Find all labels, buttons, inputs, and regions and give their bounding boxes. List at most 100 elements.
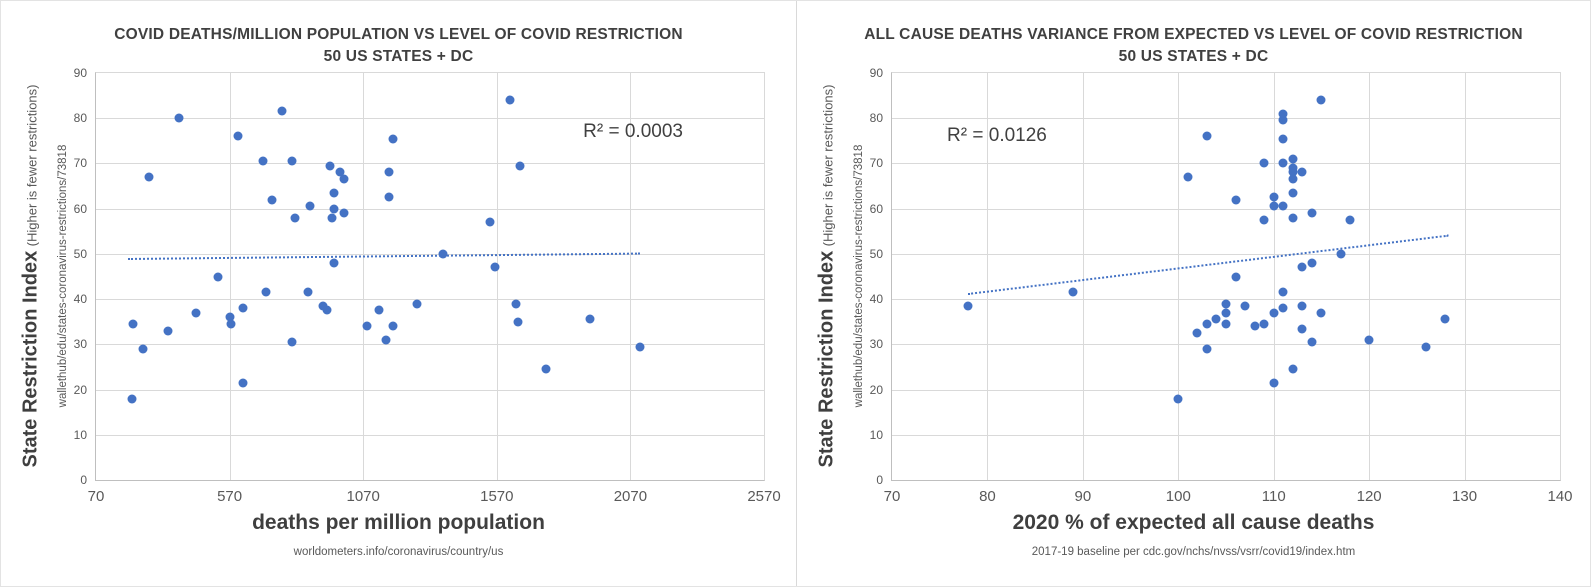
x-gridline (363, 73, 365, 480)
scatter-point (261, 287, 271, 297)
scatter-point (511, 299, 520, 309)
scatter-point (388, 134, 398, 144)
y-gridline (892, 344, 1560, 346)
y-gridline (892, 434, 1560, 436)
scatter-point (1068, 287, 1078, 297)
scatter-point (322, 305, 332, 315)
x-tick-label: 130 (1452, 488, 1478, 505)
scatter-point (1336, 249, 1345, 259)
y-tick-label: 30 (73, 337, 87, 352)
scatter-point (1288, 188, 1298, 198)
y-gridline (96, 208, 764, 210)
scatter-point (485, 217, 495, 227)
scatter-point (1288, 213, 1298, 223)
scatter-point (329, 204, 339, 214)
scatter-point (1345, 215, 1355, 225)
y-tick-label: 20 (73, 382, 87, 397)
scatter-point (1288, 167, 1298, 177)
y-tick-label: 60 (73, 201, 87, 216)
scatter-point (438, 249, 448, 259)
x-gridline (1082, 73, 1084, 480)
scatter-point (213, 272, 223, 281)
x-tick-label: 2570 (747, 488, 781, 505)
y-gridline (96, 253, 764, 255)
scatter-point (1307, 208, 1317, 218)
scatter-point (1278, 201, 1288, 211)
y-gridline (892, 118, 1560, 120)
y-tick-label: 70 (869, 156, 883, 171)
y-axis-source: wallethub/edu/states-coronavirus-restric… (57, 144, 69, 408)
scatter-point (329, 188, 339, 198)
y-gridline (96, 118, 764, 120)
x-gridline (987, 73, 989, 480)
r-squared-annotation: R² = 0.0003 (583, 120, 683, 142)
scatter-point (381, 335, 391, 345)
y-axis-title-note: (Higher is fewer restrictions) (820, 84, 836, 247)
scatter-point (290, 213, 300, 223)
x-tick-label: 80 (979, 488, 996, 505)
y-tick-label: 0 (876, 473, 883, 487)
scatter-point (163, 326, 173, 336)
scatter-point (1269, 201, 1279, 211)
scatter-point (267, 195, 277, 205)
scatter-point (1173, 394, 1183, 404)
y-tick-label: 0 (80, 473, 87, 487)
scatter-point (1288, 364, 1298, 374)
x-axis-title: deaths per million population (252, 511, 545, 534)
scatter-point (513, 317, 523, 327)
scatter-point (1269, 308, 1279, 318)
scatter-point (191, 308, 201, 318)
scatter-point (374, 305, 384, 315)
y-gridline (892, 389, 1560, 391)
x-gridline (496, 73, 498, 480)
x-axis-title: 2020 % of expected all cause deaths (1012, 511, 1375, 534)
scatter-point (388, 321, 398, 331)
scatter-point (1240, 301, 1250, 311)
x-tick-label: 570 (217, 488, 243, 505)
y-axis-title: State Restriction Index (Higher is fewer… (20, 85, 43, 468)
right-chart-panel: ALL CAUSE DEATHS VARIANCE FROM EXPECTED … (796, 1, 1590, 586)
scatter-point (1288, 174, 1298, 184)
chart-title-line2: 50 US STATES + DC (1118, 47, 1269, 65)
scatter-point (490, 262, 500, 272)
scatter-point (258, 156, 268, 166)
x-tick-label: 70 (883, 488, 901, 505)
scatter-point (1278, 287, 1288, 297)
y-tick-label: 90 (869, 66, 883, 80)
scatter-point (635, 342, 645, 352)
scatter-point (1288, 154, 1298, 164)
x-gridline (1178, 73, 1180, 480)
scatter-point (277, 106, 287, 116)
scatter-point (339, 174, 349, 184)
scatter-point (1421, 342, 1431, 352)
y-tick-label: 10 (73, 427, 87, 442)
scatter-point (1183, 172, 1193, 182)
scatter-point (1297, 167, 1307, 177)
scatter-point (1297, 262, 1307, 272)
trendline (968, 234, 1449, 295)
scatter-point (127, 394, 137, 404)
y-axis-title: State Restriction Index (Higher is fewer… (816, 85, 839, 468)
scatter-point (325, 161, 335, 171)
y-gridline (96, 434, 764, 436)
scatter-point (1440, 314, 1450, 324)
plot-area: 70 570 1070 1570 2070 2570 0 10 20 30 40 50 60 70 80 90… (74, 66, 781, 505)
scatter-point (1231, 272, 1241, 281)
scatter-point (1259, 319, 1269, 329)
x-gridline (1369, 73, 1371, 480)
scatter-point (287, 156, 297, 166)
y-axis-title-text: State Restriction Index (19, 250, 42, 468)
y-gridline (892, 208, 1560, 210)
y-gridline (96, 389, 764, 391)
scatter-point (1278, 303, 1288, 313)
y-tick-label: 80 (869, 111, 883, 126)
chart-title-line1: ALL CAUSE DEATHS VARIANCE FROM EXPECTED … (864, 25, 1523, 43)
y-tick-label: 90 (73, 66, 87, 80)
scatter-point (585, 314, 595, 324)
scatter-point (1202, 131, 1212, 141)
scatter-point (1231, 195, 1241, 205)
scatter-point (1259, 215, 1269, 225)
chart-title: COVID DEATHS/MILLION POPULATION VS LEVEL… (1, 24, 796, 68)
scatter-point (1297, 324, 1307, 333)
scatter-point (1269, 192, 1279, 202)
